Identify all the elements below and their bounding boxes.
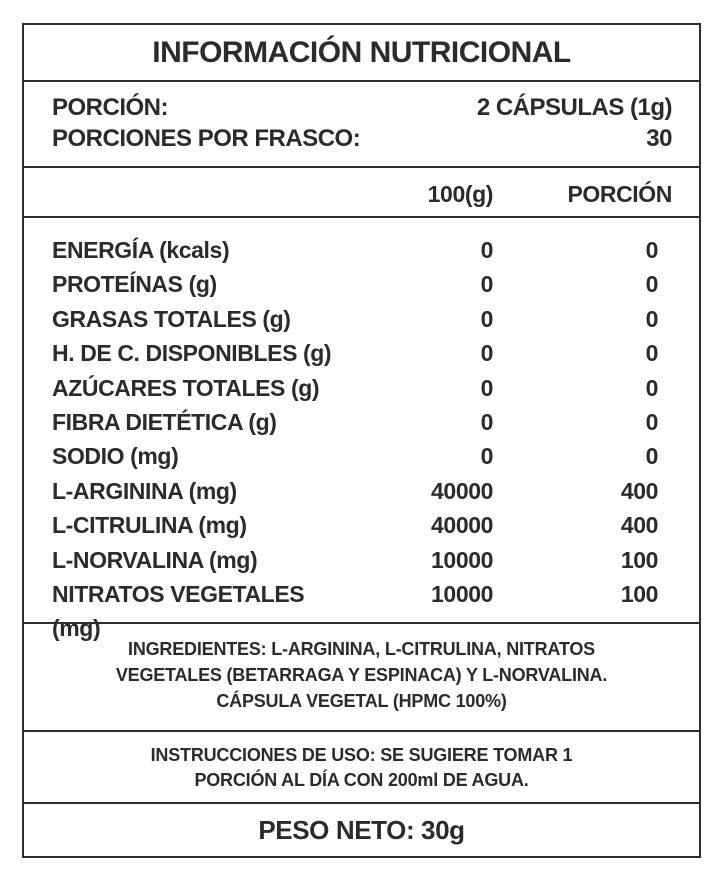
portion-label: PORCIÓN:	[52, 94, 169, 121]
column-header-row: 100(g) PORCIÓN	[24, 177, 699, 211]
nutrition-label: INFORMACIÓN NUTRICIONAL PORCIÓN: 2 CÁPSU…	[22, 23, 701, 858]
table-row-grasas-totales: GRASAS TOTALES (g) 0 0	[24, 302, 699, 336]
nutrient-name: SODIO (mg)	[52, 443, 179, 470]
servings-per-container-row: PORCIONES POR FRASCO: 30	[52, 123, 672, 154]
nutrient-name: ENERGÍA (kcals)	[52, 237, 230, 263]
ingredients-line-2: VEGETALES (BETARRAGA Y ESPINACA) Y L-NOR…	[115, 665, 608, 685]
nutrient-per-portion: 0	[645, 340, 659, 367]
nutrient-per-portion: 0	[645, 305, 659, 332]
column-header-spacer	[24, 177, 343, 211]
nutrient-per-100g: 0	[480, 374, 494, 401]
net-weight-section: PESO NETO: 30g	[24, 804, 699, 856]
nutrient-per-100g: 0	[480, 305, 494, 332]
serving-section: PORCIÓN: 2 CÁPSULAS (1g) PORCIONES POR F…	[24, 82, 699, 168]
column-header-per-100g: 100(g)	[427, 181, 494, 207]
table-row-nitratos-vegetales: NITRATOS VEGETALES (mg) 10000 100	[24, 577, 699, 646]
net-weight-value: PESO NETO: 30g	[258, 814, 465, 845]
column-header-section: 100(g) PORCIÓN	[24, 168, 699, 218]
nutrient-per-100g: 40000	[431, 477, 493, 504]
table-row-fibra-dietetica: FIBRA DIETÉTICA (g) 0 0	[24, 405, 699, 439]
nutrient-per-portion: 0	[645, 374, 659, 401]
instructions-line-2: PORCIÓN AL DÍA CON 200ml DE AGUA.	[194, 770, 529, 790]
nutrient-name: GRASAS TOTALES (g)	[52, 305, 291, 332]
nutrient-name: FIBRA DIETÉTICA (g)	[52, 409, 277, 436]
nutrient-per-100g: 0	[480, 409, 494, 436]
nutrient-per-portion: 400	[620, 477, 659, 504]
table-row-l-citrulina: L-CITRULINA (mg) 40000 400	[24, 508, 699, 542]
table-row-azucares-totales: AZÚCARES TOTALES (g) 0 0	[24, 371, 699, 405]
portion-row: PORCIÓN: 2 CÁPSULAS (1g)	[52, 92, 673, 123]
nutrient-name: AZÚCARES TOTALES (g)	[52, 374, 320, 401]
table-row-l-norvalina: L-NORVALINA (mg) 10000 100	[24, 543, 699, 577]
nutrient-per-100g: 40000	[431, 512, 493, 539]
nutrient-table-section: ENERGÍA (kcals) 0 0 PROTEÍNAS (g) 0 0 GR…	[24, 218, 699, 641]
nutrient-per-portion: 0	[645, 271, 659, 298]
nutrient-name: PROTEÍNAS (g)	[52, 271, 217, 298]
nutrient-per-portion: 100	[620, 546, 659, 573]
servings-per-container-value: 30	[646, 125, 672, 152]
ingredients-line-3: CÁPSULA VEGETAL (HPMC 100%)	[216, 691, 507, 711]
nutrient-per-portion: 0	[645, 409, 659, 436]
nutrient-name: NITRATOS VEGETALES (mg)	[52, 581, 305, 642]
nutrient-per-portion: 0	[645, 443, 659, 470]
table-row-energia: ENERGÍA (kcals) 0 0	[24, 233, 699, 267]
label-title: INFORMACIÓN NUTRICIONAL	[152, 35, 571, 69]
nutrient-per-100g: 10000	[431, 581, 493, 608]
nutrient-name: H. DE C. DISPONIBLES (g)	[52, 340, 332, 367]
title-section: INFORMACIÓN NUTRICIONAL	[24, 25, 699, 82]
nutrient-per-portion: 0	[645, 237, 659, 263]
table-row-h-de-c-disponibles: H. DE C. DISPONIBLES (g) 0 0	[24, 336, 699, 370]
nutrient-name: L-ARGININA (mg)	[52, 477, 237, 504]
column-header-portion: PORCIÓN	[567, 181, 672, 207]
table-row-l-arginina: L-ARGININA (mg) 40000 400	[24, 474, 699, 508]
nutrient-per-100g: 0	[480, 237, 494, 263]
instructions-line-1: INSTRUCCIONES DE USO: SE SUGIERE TOMAR 1	[150, 745, 573, 765]
nutrient-per-100g: 0	[480, 271, 494, 298]
nutrient-per-100g: 0	[480, 340, 494, 367]
portion-value: 2 CÁPSULAS (1g)	[476, 94, 673, 121]
table-row-proteinas: PROTEÍNAS (g) 0 0	[24, 267, 699, 301]
nutrient-name: L-CITRULINA (mg)	[52, 512, 247, 539]
nutrient-name: L-NORVALINA (mg)	[52, 546, 258, 573]
ingredients-section: INGREDIENTES: L-ARGININA, L-CITRULINA, N…	[24, 624, 699, 732]
servings-per-container-label: PORCIONES POR FRASCO:	[52, 125, 361, 152]
table-row-sodio: SODIO (mg) 0 0	[24, 439, 699, 473]
nutrient-per-100g: 0	[480, 443, 494, 470]
instructions-section: INSTRUCCIONES DE USO: SE SUGIERE TOMAR 1…	[24, 732, 699, 804]
nutrient-per-100g: 10000	[431, 546, 493, 573]
nutrient-per-portion: 100	[620, 581, 659, 608]
ingredients-line-1: INGREDIENTES: L-ARGININA, L-CITRULINA, N…	[128, 639, 595, 659]
nutrient-per-portion: 400	[620, 512, 659, 539]
